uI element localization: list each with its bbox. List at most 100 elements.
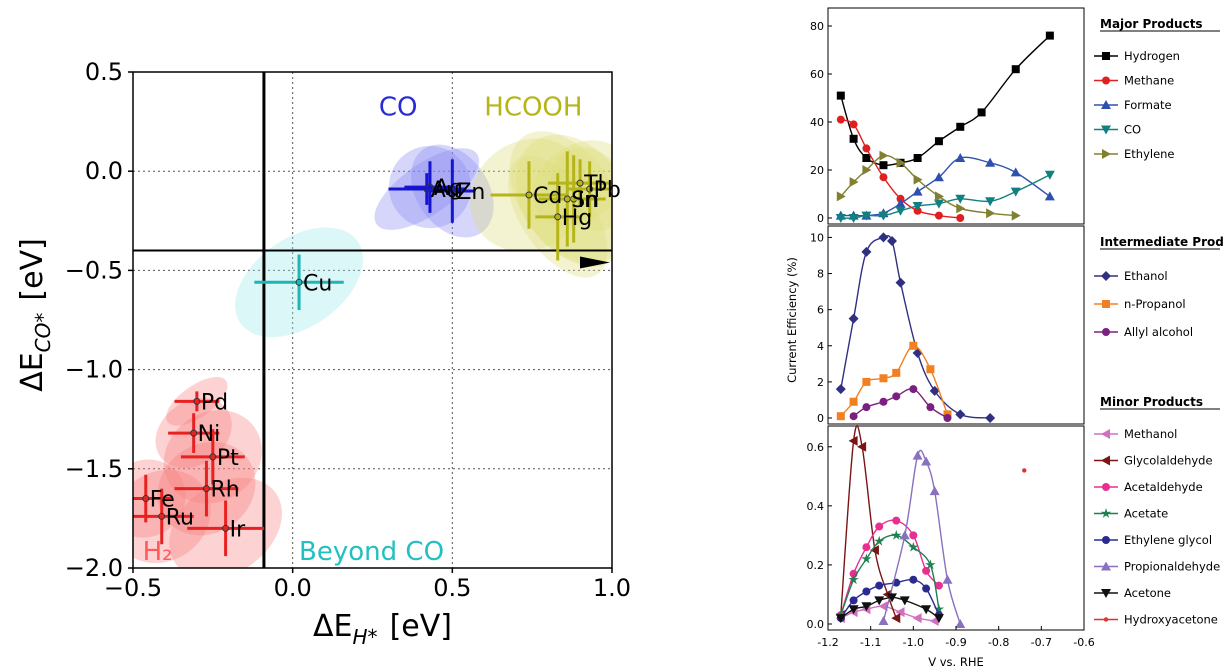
data-point — [142, 495, 150, 503]
marker — [1045, 31, 1054, 40]
marker — [892, 516, 901, 525]
marker — [955, 194, 966, 204]
marker — [879, 150, 889, 161]
marker — [929, 486, 940, 496]
x-axis-label-sub: H* — [353, 625, 378, 649]
marker — [1011, 65, 1020, 74]
marker — [836, 115, 845, 124]
point-label: Pb — [594, 178, 621, 203]
x-tick-label: -0.8 — [988, 636, 1009, 649]
legend-entry: Methane — [1124, 74, 1174, 88]
marker — [985, 413, 996, 423]
marker — [925, 559, 936, 570]
marker — [934, 211, 943, 220]
x-tick-label: −0.5 — [104, 574, 162, 602]
marker — [862, 144, 871, 153]
marker — [887, 593, 897, 603]
marker — [1102, 300, 1110, 308]
marker — [862, 377, 871, 386]
region-label: HCOOH — [484, 93, 582, 123]
panel-frame — [827, 225, 1085, 425]
marker — [1102, 536, 1110, 544]
marker — [929, 385, 940, 396]
marker — [955, 619, 966, 628]
marker — [862, 403, 871, 412]
marker — [955, 153, 966, 162]
panel-1: 0 2 4 6 8 10 Intermediate Products Ethanol n-Pro… — [810, 225, 1224, 425]
x-tick-label: -1.0 — [903, 636, 924, 649]
point-label: Cu — [303, 271, 332, 296]
marker — [848, 214, 859, 223]
x-tick-label: -0.7 — [1031, 636, 1052, 649]
legend-entry: CO — [1124, 123, 1141, 137]
y-tick-label: 60 — [810, 68, 824, 81]
marker — [1010, 167, 1021, 177]
legend-title: Intermediate Products — [1100, 235, 1224, 249]
y-tick-label: 10 — [810, 231, 824, 244]
marker — [1101, 100, 1111, 109]
y-tick-label: 0.0 — [807, 618, 825, 631]
x-tick-label: 0.0 — [274, 574, 312, 602]
marker — [848, 313, 859, 324]
marker — [896, 157, 906, 168]
marker — [892, 368, 901, 377]
series-line — [840, 534, 940, 616]
marker — [862, 587, 871, 596]
marker — [1100, 508, 1112, 518]
marker — [1101, 271, 1111, 281]
y-tick-label: 40 — [810, 116, 824, 129]
y-tick-label: 0.5 — [85, 58, 123, 86]
legend-entry: n-Propanol — [1124, 297, 1186, 311]
marker — [849, 120, 858, 129]
marker — [891, 613, 901, 624]
y-axis-label-unit: [eV] — [15, 238, 50, 300]
point-label: Ag — [434, 176, 463, 201]
plot-frame — [132, 71, 613, 569]
marker — [849, 134, 858, 143]
region-label: CO — [379, 93, 418, 123]
x-axis-label: V vs. RHE — [928, 655, 984, 669]
y-tick-label: 2 — [817, 376, 824, 389]
marker — [977, 108, 986, 117]
marker — [835, 214, 846, 223]
point-label: Tl — [583, 172, 604, 197]
series-line — [840, 174, 1051, 219]
marker — [835, 384, 846, 395]
y-tick-label: −1.5 — [65, 455, 123, 483]
marker — [921, 605, 932, 615]
marker — [926, 365, 935, 374]
y-tick-label: 0.2 — [807, 559, 825, 572]
marker — [909, 531, 918, 540]
marker — [875, 581, 884, 590]
data-point — [448, 187, 456, 195]
marker — [934, 137, 943, 146]
marker — [874, 596, 885, 606]
y-axis-label-main: ΔE — [15, 352, 50, 391]
point-label: Rh — [210, 478, 239, 503]
marker — [956, 122, 965, 131]
data-point — [295, 278, 303, 286]
marker — [849, 397, 858, 406]
legend-entry: Glycolaldehyde — [1124, 454, 1213, 468]
marker — [861, 246, 872, 257]
marker — [878, 616, 889, 626]
marker — [1022, 468, 1027, 473]
marker — [861, 211, 872, 221]
region-label: H₂ — [143, 537, 173, 567]
marker — [956, 203, 966, 214]
legend-entry: Ethylene — [1124, 147, 1175, 161]
marker — [913, 174, 923, 185]
panel-frame — [827, 7, 1085, 225]
data-point — [525, 191, 533, 199]
marker — [1101, 561, 1111, 571]
marker — [922, 566, 931, 575]
data-point — [222, 524, 230, 532]
legend-entry: Acetone — [1124, 586, 1171, 600]
marker — [933, 172, 944, 182]
y-axis-label-sub: CO* — [31, 313, 55, 353]
data-point — [190, 429, 198, 437]
point-label: Hg — [562, 206, 593, 231]
point-label: Ir — [230, 517, 246, 542]
